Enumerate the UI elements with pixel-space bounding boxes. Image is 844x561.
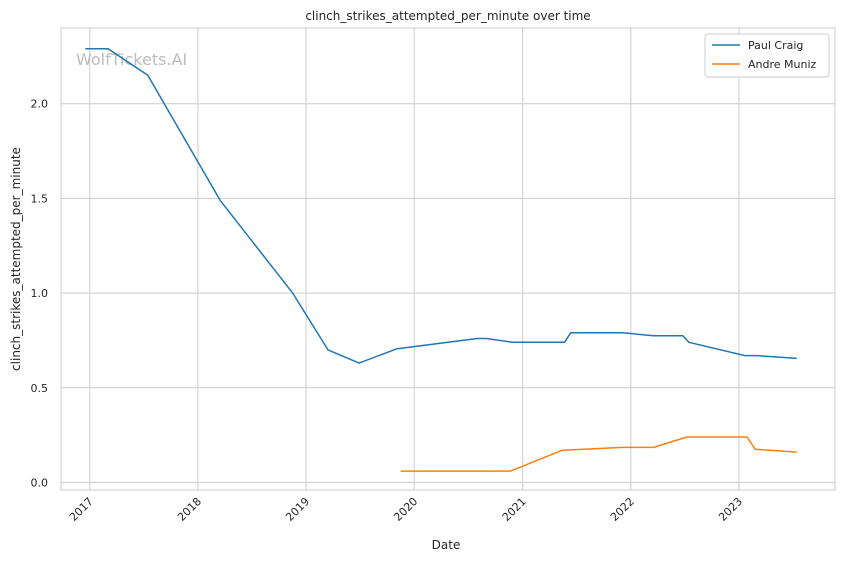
watermark: WolfTickets.AI xyxy=(76,50,187,69)
grid xyxy=(61,28,835,490)
legend-label-paul-craig: Paul Craig xyxy=(748,39,803,52)
legend-label-andre-muniz: Andre Muniz xyxy=(748,58,817,71)
series-lines xyxy=(85,48,797,472)
y-tick-labels: 0.0 0.5 1.0 1.5 2.0 xyxy=(31,98,49,490)
series-line-andre-muniz xyxy=(400,436,797,472)
chart-title: clinch_strikes_attempted_per_minute over… xyxy=(305,9,590,23)
legend: Paul Craig Andre Muniz xyxy=(704,33,830,78)
x-axis-label: Date xyxy=(432,538,461,552)
y-axis-label: clinch_strikes_attempted_per_minute xyxy=(9,147,23,371)
series-line-paul-craig xyxy=(85,48,797,364)
y-tick-label: 1.5 xyxy=(31,192,49,205)
plot-frame xyxy=(60,27,836,491)
y-tick-label: 0.0 xyxy=(31,476,49,489)
y-tick-label: 2.0 xyxy=(31,98,49,111)
y-tick-label: 1.0 xyxy=(31,287,49,300)
y-tick-label: 0.5 xyxy=(31,382,49,395)
